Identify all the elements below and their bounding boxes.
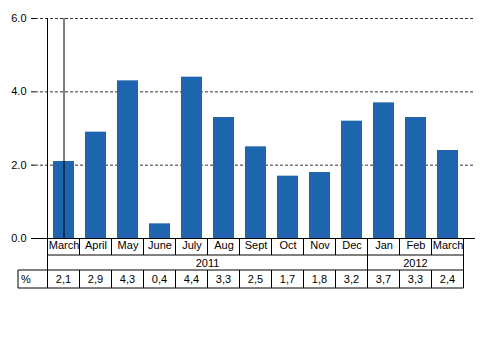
svg-text:March: March bbox=[433, 239, 464, 251]
svg-text:2,5: 2,5 bbox=[248, 273, 263, 285]
svg-text:6.0: 6.0 bbox=[11, 12, 26, 24]
svg-text:June: June bbox=[148, 239, 172, 251]
svg-text:3,3: 3,3 bbox=[216, 273, 231, 285]
svg-text:Dec: Dec bbox=[342, 239, 362, 251]
svg-text:Feb: Feb bbox=[407, 239, 426, 251]
svg-text:2012: 2012 bbox=[403, 257, 427, 269]
svg-text:4,4: 4,4 bbox=[184, 273, 199, 285]
svg-text:Aug: Aug bbox=[214, 239, 234, 251]
svg-text:Jan: Jan bbox=[375, 239, 393, 251]
svg-text:1,7: 1,7 bbox=[280, 273, 295, 285]
svg-text:Nov: Nov bbox=[310, 239, 330, 251]
svg-text:1,8: 1,8 bbox=[312, 273, 327, 285]
svg-text:3,3: 3,3 bbox=[408, 273, 423, 285]
svg-text:0.0: 0.0 bbox=[11, 232, 26, 244]
svg-text:March: March bbox=[49, 239, 80, 251]
svg-text:2011: 2011 bbox=[196, 257, 220, 269]
svg-text:Oct: Oct bbox=[279, 239, 296, 251]
svg-text:May: May bbox=[118, 239, 139, 251]
svg-text:April: April bbox=[85, 239, 107, 251]
svg-text:0,4: 0,4 bbox=[152, 273, 167, 285]
svg-text:4,3: 4,3 bbox=[120, 273, 135, 285]
svg-text:4.0: 4.0 bbox=[11, 85, 26, 97]
svg-text:2,4: 2,4 bbox=[440, 273, 455, 285]
svg-text:2,9: 2,9 bbox=[88, 273, 103, 285]
svg-text:2.0: 2.0 bbox=[11, 159, 26, 171]
svg-text:3,2: 3,2 bbox=[344, 273, 359, 285]
svg-text:%: % bbox=[21, 273, 31, 285]
svg-text:2,1: 2,1 bbox=[56, 273, 71, 285]
svg-text:July: July bbox=[182, 239, 202, 251]
svg-text:3,7: 3,7 bbox=[376, 273, 391, 285]
svg-text:Sept: Sept bbox=[245, 239, 268, 251]
